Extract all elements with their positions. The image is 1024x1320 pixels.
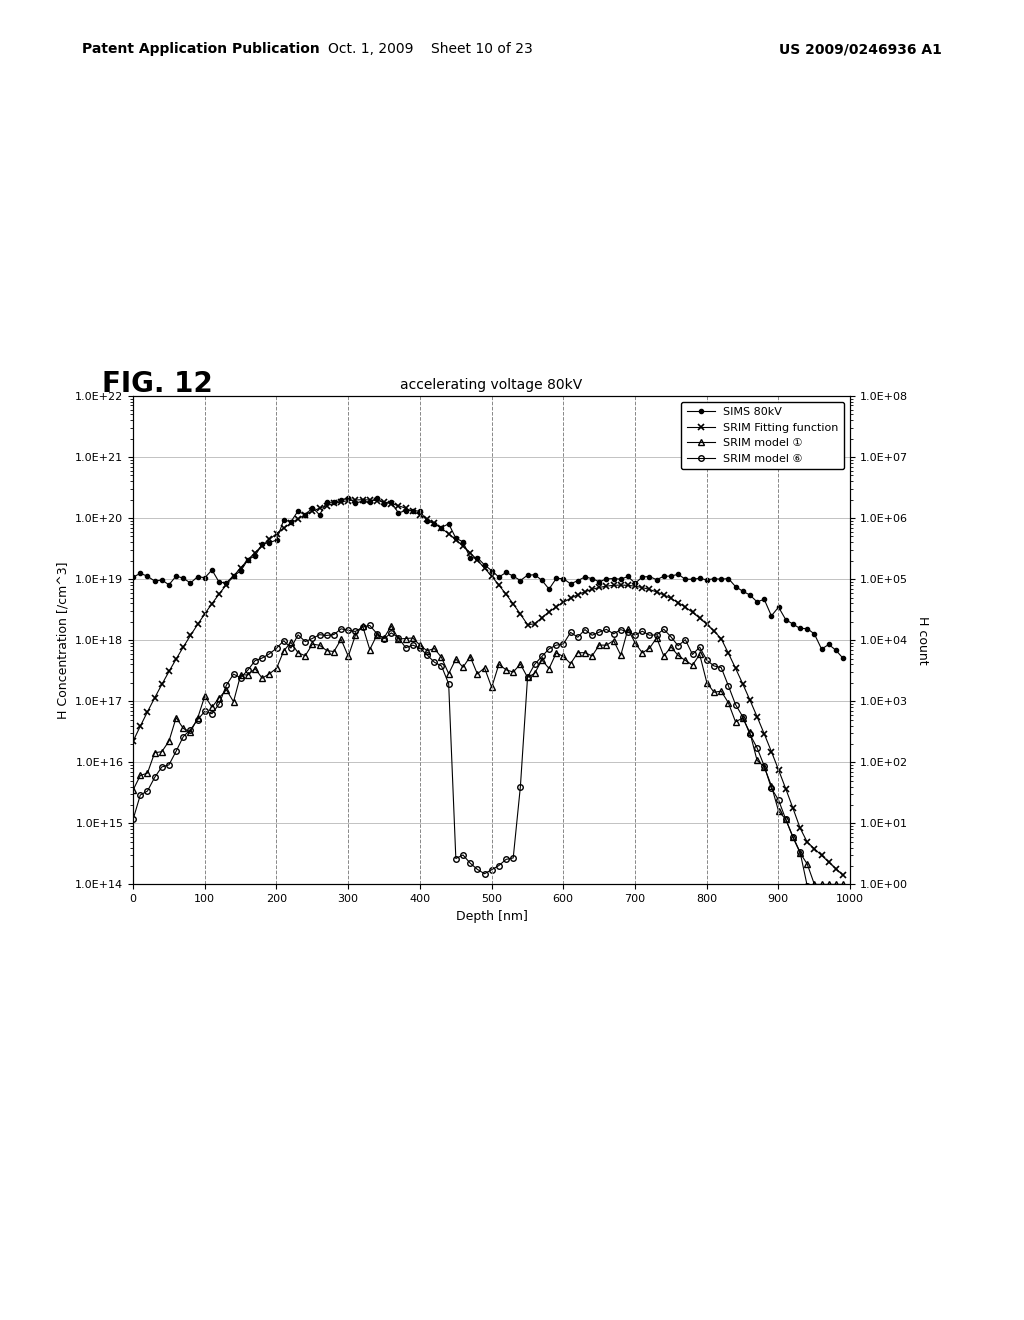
SIMS 80kV: [808, 626, 820, 642]
SRIM model ①: [786, 829, 799, 845]
SRIM model ①: [263, 665, 275, 681]
SIMS 80kV: [557, 570, 569, 586]
Line: SRIM Fitting function: SRIM Fitting function: [130, 496, 846, 878]
Line: SRIM model ①: SRIM model ①: [130, 623, 846, 887]
SRIM Fitting function: [127, 733, 139, 748]
SRIM model ①: [500, 661, 512, 677]
SRIM model ⑥: [829, 937, 842, 953]
SRIM model ⑥: [557, 636, 569, 652]
SRIM model ①: [127, 781, 139, 797]
SRIM Fitting function: [500, 586, 512, 602]
SIMS 80kV: [263, 535, 275, 550]
SRIM model ⑥: [500, 851, 512, 867]
Text: US 2009/0246936 A1: US 2009/0246936 A1: [779, 42, 942, 57]
Line: SRIM model ⑥: SRIM model ⑥: [130, 623, 846, 948]
SRIM model ⑥: [786, 829, 799, 845]
SIMS 80kV: [500, 565, 512, 581]
Y-axis label: H Concentration [/cm^3]: H Concentration [/cm^3]: [56, 561, 70, 719]
SIMS 80kV: [127, 569, 139, 585]
SRIM Fitting function: [263, 532, 275, 548]
SRIM Fitting function: [808, 841, 820, 857]
SRIM model ①: [815, 876, 827, 892]
SIMS 80kV: [786, 616, 799, 632]
SRIM model ⑥: [263, 645, 275, 661]
SRIM model ⑥: [292, 627, 304, 643]
SRIM Fitting function: [557, 594, 569, 610]
SRIM model ⑥: [127, 812, 139, 828]
Y-axis label: H count: H count: [915, 616, 929, 664]
X-axis label: Depth [nm]: Depth [nm]: [456, 909, 527, 923]
Text: Oct. 1, 2009    Sheet 10 of 23: Oct. 1, 2009 Sheet 10 of 23: [328, 42, 532, 57]
SIMS 80kV: [342, 490, 354, 506]
SRIM model ①: [837, 876, 849, 892]
Text: Patent Application Publication: Patent Application Publication: [82, 42, 319, 57]
SRIM model ①: [292, 645, 304, 661]
SIMS 80kV: [292, 503, 304, 519]
SRIM Fitting function: [837, 867, 849, 883]
SRIM Fitting function: [356, 492, 369, 508]
SRIM model ⑥: [808, 888, 820, 904]
SRIM model ①: [385, 618, 397, 634]
Text: FIG. 12: FIG. 12: [102, 370, 213, 397]
SRIM model ⑥: [364, 618, 376, 634]
SRIM model ①: [557, 648, 569, 664]
Legend: SIMS 80kV, SRIM Fitting function, SRIM model ①, SRIM model ⑥: SIMS 80kV, SRIM Fitting function, SRIM m…: [681, 401, 845, 470]
SRIM Fitting function: [786, 800, 799, 816]
SRIM model ⑥: [837, 937, 849, 953]
SRIM Fitting function: [292, 511, 304, 527]
SRIM model ①: [808, 876, 820, 892]
SIMS 80kV: [837, 651, 849, 667]
Title: accelerating voltage 80kV: accelerating voltage 80kV: [400, 378, 583, 392]
Line: SIMS 80kV: SIMS 80kV: [131, 495, 845, 660]
